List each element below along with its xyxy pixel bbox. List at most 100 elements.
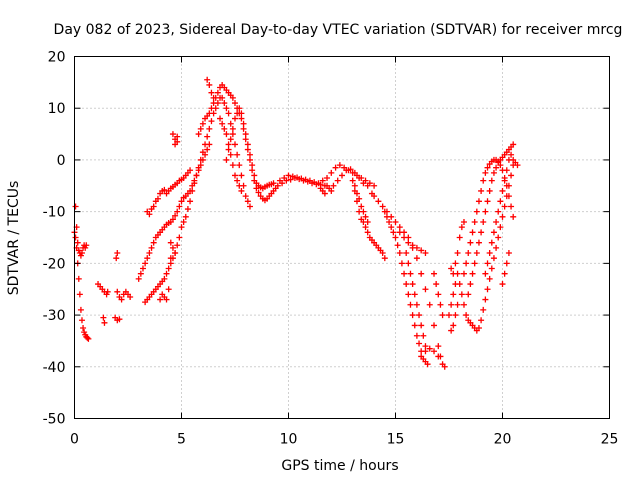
data-point (456, 281, 463, 288)
data-point (169, 131, 176, 138)
data-point (249, 162, 256, 169)
data-point (238, 110, 245, 117)
data-point (208, 89, 215, 96)
data-point (255, 189, 262, 196)
data-point (371, 193, 378, 200)
data-point (493, 218, 500, 225)
data-point (178, 198, 185, 205)
data-point (422, 348, 429, 355)
data-point (249, 167, 256, 174)
y-tick-label: -10 (43, 205, 66, 221)
data-point (210, 110, 217, 117)
data-point (475, 239, 482, 246)
data-point (407, 270, 414, 277)
data-point (144, 255, 151, 262)
y-tick-label: 20 (48, 50, 66, 66)
data-point (74, 239, 81, 246)
data-point (240, 120, 247, 127)
data-point (276, 177, 283, 184)
data-point (154, 195, 161, 202)
data-point (72, 234, 79, 241)
data-point (388, 224, 395, 231)
data-point (84, 334, 91, 341)
data-point (469, 270, 476, 277)
data-point (405, 239, 412, 246)
data-point (127, 293, 134, 300)
data-point (193, 172, 200, 179)
y-tick-label: -20 (43, 256, 66, 272)
data-point (142, 260, 149, 267)
data-point (411, 291, 418, 298)
data-point (72, 203, 79, 210)
data-point (418, 247, 425, 254)
data-point (396, 224, 403, 231)
data-point (351, 182, 358, 189)
data-point (163, 270, 170, 277)
data-point (315, 180, 322, 187)
data-points (71, 76, 521, 370)
data-point (167, 239, 174, 246)
data-point (448, 327, 455, 334)
data-point (332, 164, 339, 171)
data-point (505, 193, 512, 200)
data-point (135, 275, 142, 282)
data-point (345, 167, 352, 174)
data-point (379, 203, 386, 210)
data-point (413, 244, 420, 251)
data-point (104, 288, 111, 295)
x-tick-label: 15 (387, 432, 405, 448)
data-point (431, 348, 438, 355)
data-point (294, 174, 301, 181)
data-point (223, 131, 230, 138)
data-point (229, 162, 236, 169)
data-point (480, 177, 487, 184)
data-point (146, 211, 153, 218)
data-point (499, 281, 506, 288)
x-axis-label: GPS time / hours (281, 458, 398, 474)
data-point (375, 198, 382, 205)
data-point (234, 177, 241, 184)
data-point (478, 317, 485, 324)
data-point (214, 89, 221, 96)
data-point (165, 286, 172, 293)
data-point (221, 125, 228, 132)
data-point (431, 270, 438, 277)
data-point (416, 340, 423, 347)
data-point (484, 198, 491, 205)
data-point (80, 325, 87, 331)
x-tick-label: 25 (601, 432, 619, 448)
data-point (501, 270, 508, 277)
data-point (501, 177, 508, 184)
data-point (448, 301, 455, 308)
data-point (302, 176, 309, 183)
data-point (206, 125, 213, 132)
data-point (287, 176, 294, 183)
data-point (426, 301, 433, 308)
data-point (439, 312, 446, 319)
data-point (403, 281, 410, 288)
data-point (478, 229, 485, 236)
data-point (508, 151, 515, 158)
data-point (480, 306, 487, 313)
data-point (497, 224, 504, 231)
data-point (223, 105, 230, 112)
data-point (238, 172, 245, 179)
data-point (463, 312, 470, 319)
data-point (217, 115, 224, 122)
data-point (206, 81, 213, 88)
data-point (298, 175, 305, 182)
data-point (232, 141, 238, 148)
data-point (334, 177, 341, 184)
data-point (244, 141, 251, 148)
data-point (394, 242, 401, 249)
data-point (246, 156, 253, 163)
data-point (246, 203, 253, 210)
data-point (161, 275, 168, 282)
data-point (199, 120, 206, 127)
data-point (204, 133, 211, 140)
data-point (146, 250, 153, 257)
data-point (204, 76, 211, 83)
data-point (324, 175, 331, 182)
data-point (219, 120, 226, 127)
x-tick-label: 0 (70, 432, 79, 448)
